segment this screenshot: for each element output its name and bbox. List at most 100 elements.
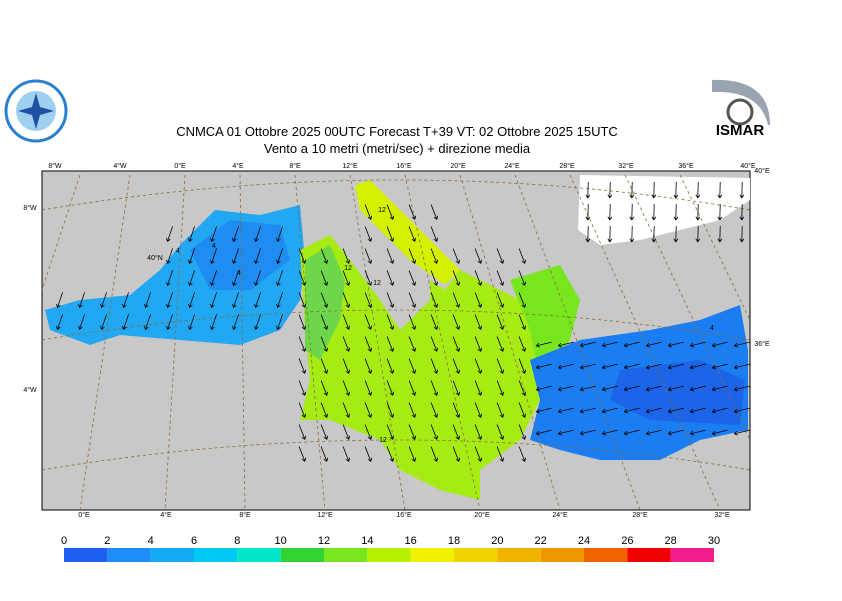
lon-label: 24°E [504,162,520,170]
wind-arrow [408,380,416,396]
wind-arrow [474,424,482,440]
wind-arrow [364,424,372,440]
wind-arrow [364,248,372,264]
colorbar-segment [237,548,281,562]
wind-arrow [645,385,662,392]
wind-arrow [601,341,618,348]
wind-arrow [122,292,129,308]
wind-arrow [601,385,618,392]
wind-arrow [210,226,217,242]
wind-arrow [667,341,684,348]
contour-label: 12 [378,207,386,214]
wind-arrow [739,203,745,221]
colorbar-label: 22 [535,535,547,547]
lon-label: 28°E [559,162,575,170]
wind-arrow [232,248,239,264]
colorbar-label: 26 [621,535,633,547]
wind-arrow [733,341,750,348]
wind-arrow [452,424,460,440]
wind-arrow [557,429,574,436]
lon-label: 12°E [317,511,333,519]
wind-arrow [695,203,701,221]
wind-arrow [623,407,640,414]
wind-arrow [452,270,460,286]
wind-arrow [645,363,662,370]
wind-arrow [298,402,306,418]
wind-arrow [364,204,372,220]
lon-label: 4°W [113,162,127,170]
wind-arrow [496,358,504,374]
wind-arrow [298,248,306,264]
wind-arrow [232,314,239,330]
wind-arrow [452,248,460,264]
wind-arrow [733,429,750,436]
wind-arrow [254,292,261,308]
wind-arrow [607,181,613,199]
wind-arrow [645,429,662,436]
wind-arrow [739,225,745,243]
wind-arrow [579,429,596,436]
contour-label: 4 [237,270,241,277]
colorbar-label: 28 [665,535,677,547]
wind-arrow [601,429,618,436]
colorbar-label: 16 [405,535,417,547]
contour-label: 12 [379,437,387,444]
wind-arrow [408,292,416,308]
wind-arrow [717,203,723,221]
lon-label: 40°E [740,162,756,170]
wind-arrow [166,248,173,264]
wind-arrow [276,292,283,308]
wind-arrow [430,314,438,330]
wind-arrow [496,380,504,396]
wind-arrow [430,380,438,396]
wind-arrow [364,292,372,308]
colorbar-segment [540,548,584,562]
wind-arrow [232,270,239,286]
wind-arrow [673,225,679,243]
wind-arrow [607,203,613,221]
wind-arrow [100,292,107,308]
wind-arrow [298,358,306,374]
colorbar-label: 14 [361,535,373,547]
wind-arrow [320,424,328,440]
wind-arrow [100,314,107,330]
lon-label: 20°E [450,162,466,170]
wind-arrow [298,446,306,462]
wind-arrows [56,181,750,462]
lat-label: 8°W [23,204,37,212]
wind-arrow [601,363,618,370]
colorbar-label: 12 [318,535,330,547]
wind-arrow [364,314,372,330]
wind-arrow [364,270,372,286]
wind-arrow [232,226,239,242]
wind-arrow [496,270,504,286]
wind-arrow [651,225,657,243]
wind-arrow [386,226,394,242]
wind-arrow [320,270,328,286]
wind-arrow [733,363,750,370]
lat-label: 4°W [23,386,37,394]
wind-arrow [711,363,728,370]
sea-balearic [190,220,290,290]
wind-arrow [298,336,306,352]
wind-arrow [689,385,706,392]
colorbar-segment [454,548,498,562]
wind-arrow [673,181,679,199]
lon-label: 16°E [396,162,412,170]
wind-arrow [364,380,372,396]
wind-arrow [474,292,482,308]
wind-arrow [408,226,416,242]
subtitle: Vento a 10 metri (metri/sec) + direzione… [264,141,531,156]
wind-arrow [629,181,635,199]
wind-arrow [56,314,63,330]
wind-arrow [320,358,328,374]
sea-central [300,235,540,500]
wind-arrow [386,380,394,396]
wind-arrow [298,292,306,308]
wind-arrow [518,336,526,352]
title: CNMCA 01 Ottobre 2025 00UTC Forecast T+3… [176,124,618,139]
wind-arrow [144,314,151,330]
wind-arrow [667,407,684,414]
wind-arrow [667,429,684,436]
wind-arrow [364,402,372,418]
